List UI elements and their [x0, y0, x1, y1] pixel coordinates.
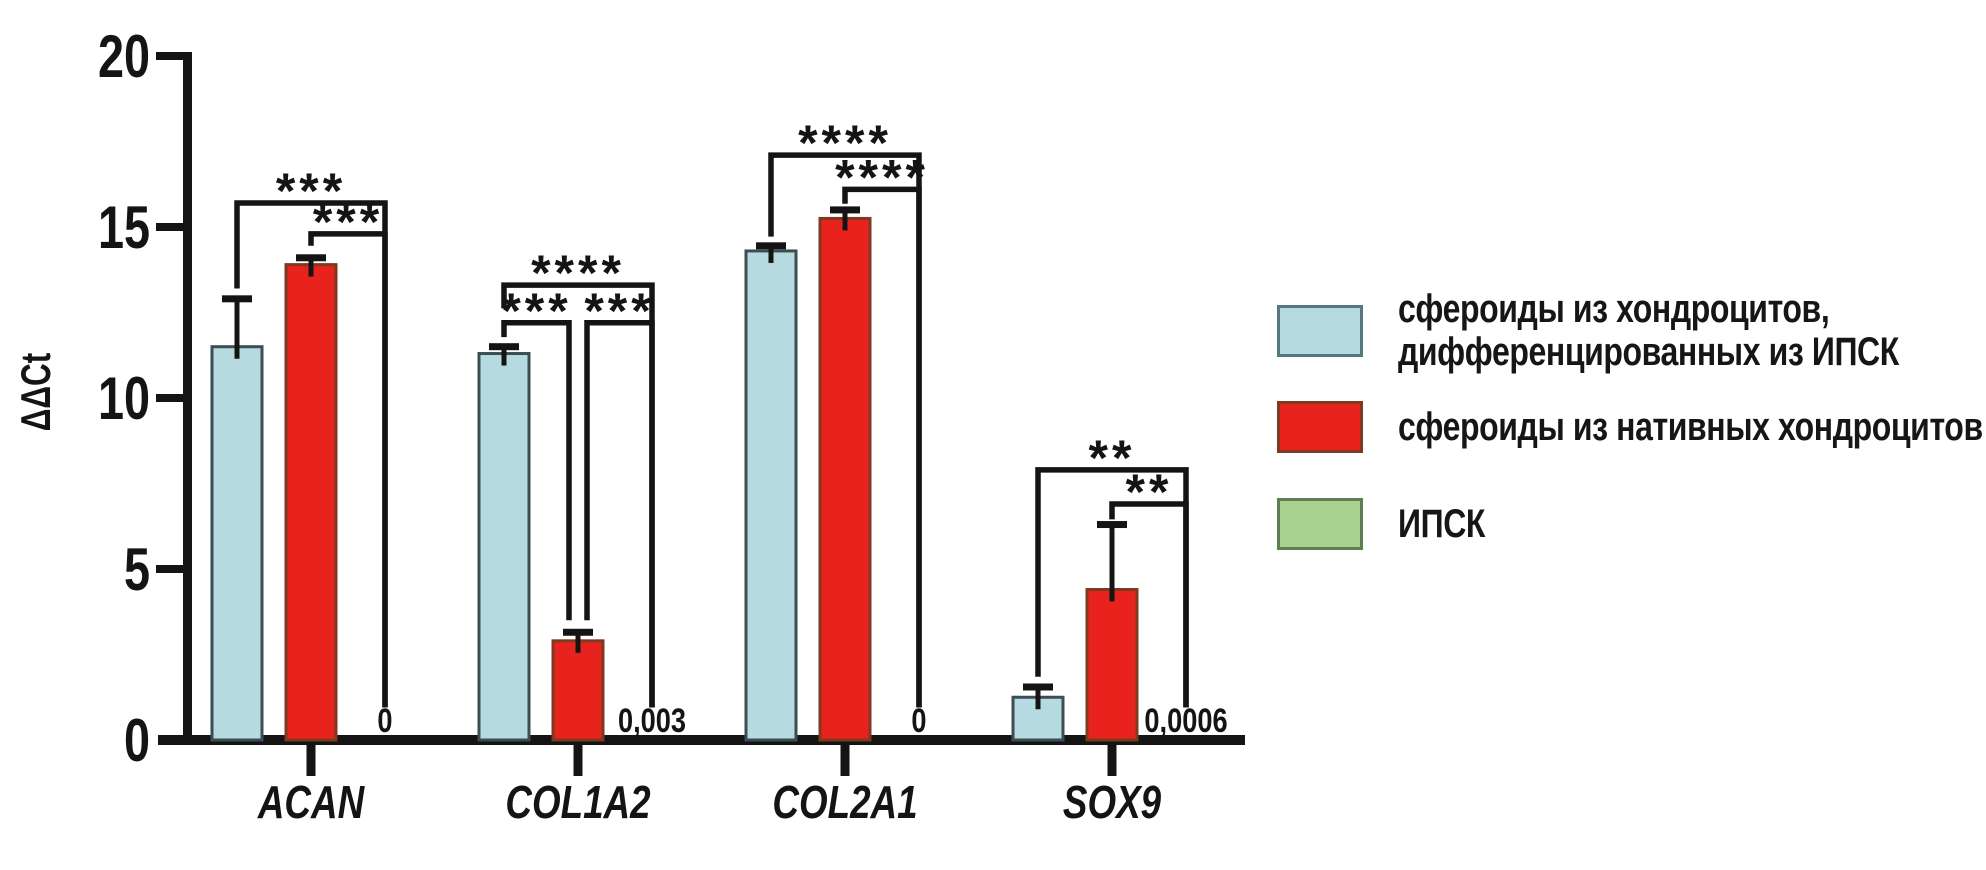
error-bar-cap — [830, 206, 860, 214]
x-label-col1a2: COL1A2 — [505, 776, 650, 828]
bar-col2a1-series0 — [744, 249, 798, 742]
error-bar-cap — [222, 295, 252, 303]
x-label-sox9: SOX9 — [1063, 776, 1161, 828]
bar-col1a2-series0 — [477, 352, 531, 742]
value-label-acan: 0 — [377, 701, 392, 740]
bar-col1a2-series1 — [551, 639, 605, 742]
bar-col2a1-series1 — [818, 216, 872, 742]
significance-stars-acan: *** — [276, 163, 346, 219]
x-tick — [573, 743, 583, 776]
value-label-sox9: 0,0006 — [1144, 701, 1227, 740]
x-axis — [158, 735, 1245, 745]
x-label-acan: ACAN — [257, 776, 365, 828]
y-tick-label: 0 — [124, 707, 150, 774]
error-bar-cap — [1023, 683, 1053, 691]
bar-sox9-series1 — [1085, 588, 1139, 742]
y-tick — [156, 394, 192, 402]
error-bar-cap — [296, 254, 326, 262]
y-tick-label: 20 — [98, 23, 150, 90]
y-axis-label: ΔΔCt — [12, 353, 60, 432]
significance-stars-acan: *** — [313, 194, 383, 250]
y-tick-label: 5 — [124, 536, 150, 603]
error-bar-cap — [756, 242, 786, 250]
significance-stars-col1a2: *** — [501, 283, 571, 339]
value-label-col1a2: 0,003 — [618, 701, 686, 740]
value-label-col2a1: 0 — [911, 701, 926, 740]
y-tick — [156, 52, 192, 60]
significance-bracket-col1a2 — [584, 320, 655, 708]
error-bar-cap — [489, 343, 519, 351]
bar-acan-series0 — [210, 345, 264, 742]
significance-bracket-col1a2 — [501, 320, 572, 621]
significance-stars-col2a1: **** — [798, 115, 892, 171]
significance-stars-col2a1: **** — [835, 149, 929, 205]
y-tick-label: 10 — [98, 365, 150, 432]
significance-stars-sox9: ** — [1089, 430, 1136, 486]
x-tick — [1107, 743, 1117, 776]
x-tick — [840, 743, 850, 776]
x-label-col2a1: COL2A1 — [772, 776, 917, 828]
error-bar-cap — [1097, 521, 1127, 529]
significance-stars-col1a2: *** — [584, 283, 654, 339]
significance-stars-col1a2: **** — [531, 245, 625, 301]
bar-sox9-series0 — [1011, 695, 1065, 742]
bar-acan-series1 — [284, 263, 338, 742]
y-tick — [156, 223, 192, 231]
error-bar-cap — [563, 628, 593, 636]
significance-bracket-sox9 — [1109, 501, 1189, 708]
y-tick — [156, 565, 192, 573]
y-tick-label: 15 — [98, 194, 150, 261]
x-tick — [306, 743, 316, 776]
significance-bracket-col2a1 — [842, 186, 922, 708]
significance-bracket-acan — [308, 231, 388, 708]
significance-stars-sox9: ** — [1126, 464, 1173, 520]
